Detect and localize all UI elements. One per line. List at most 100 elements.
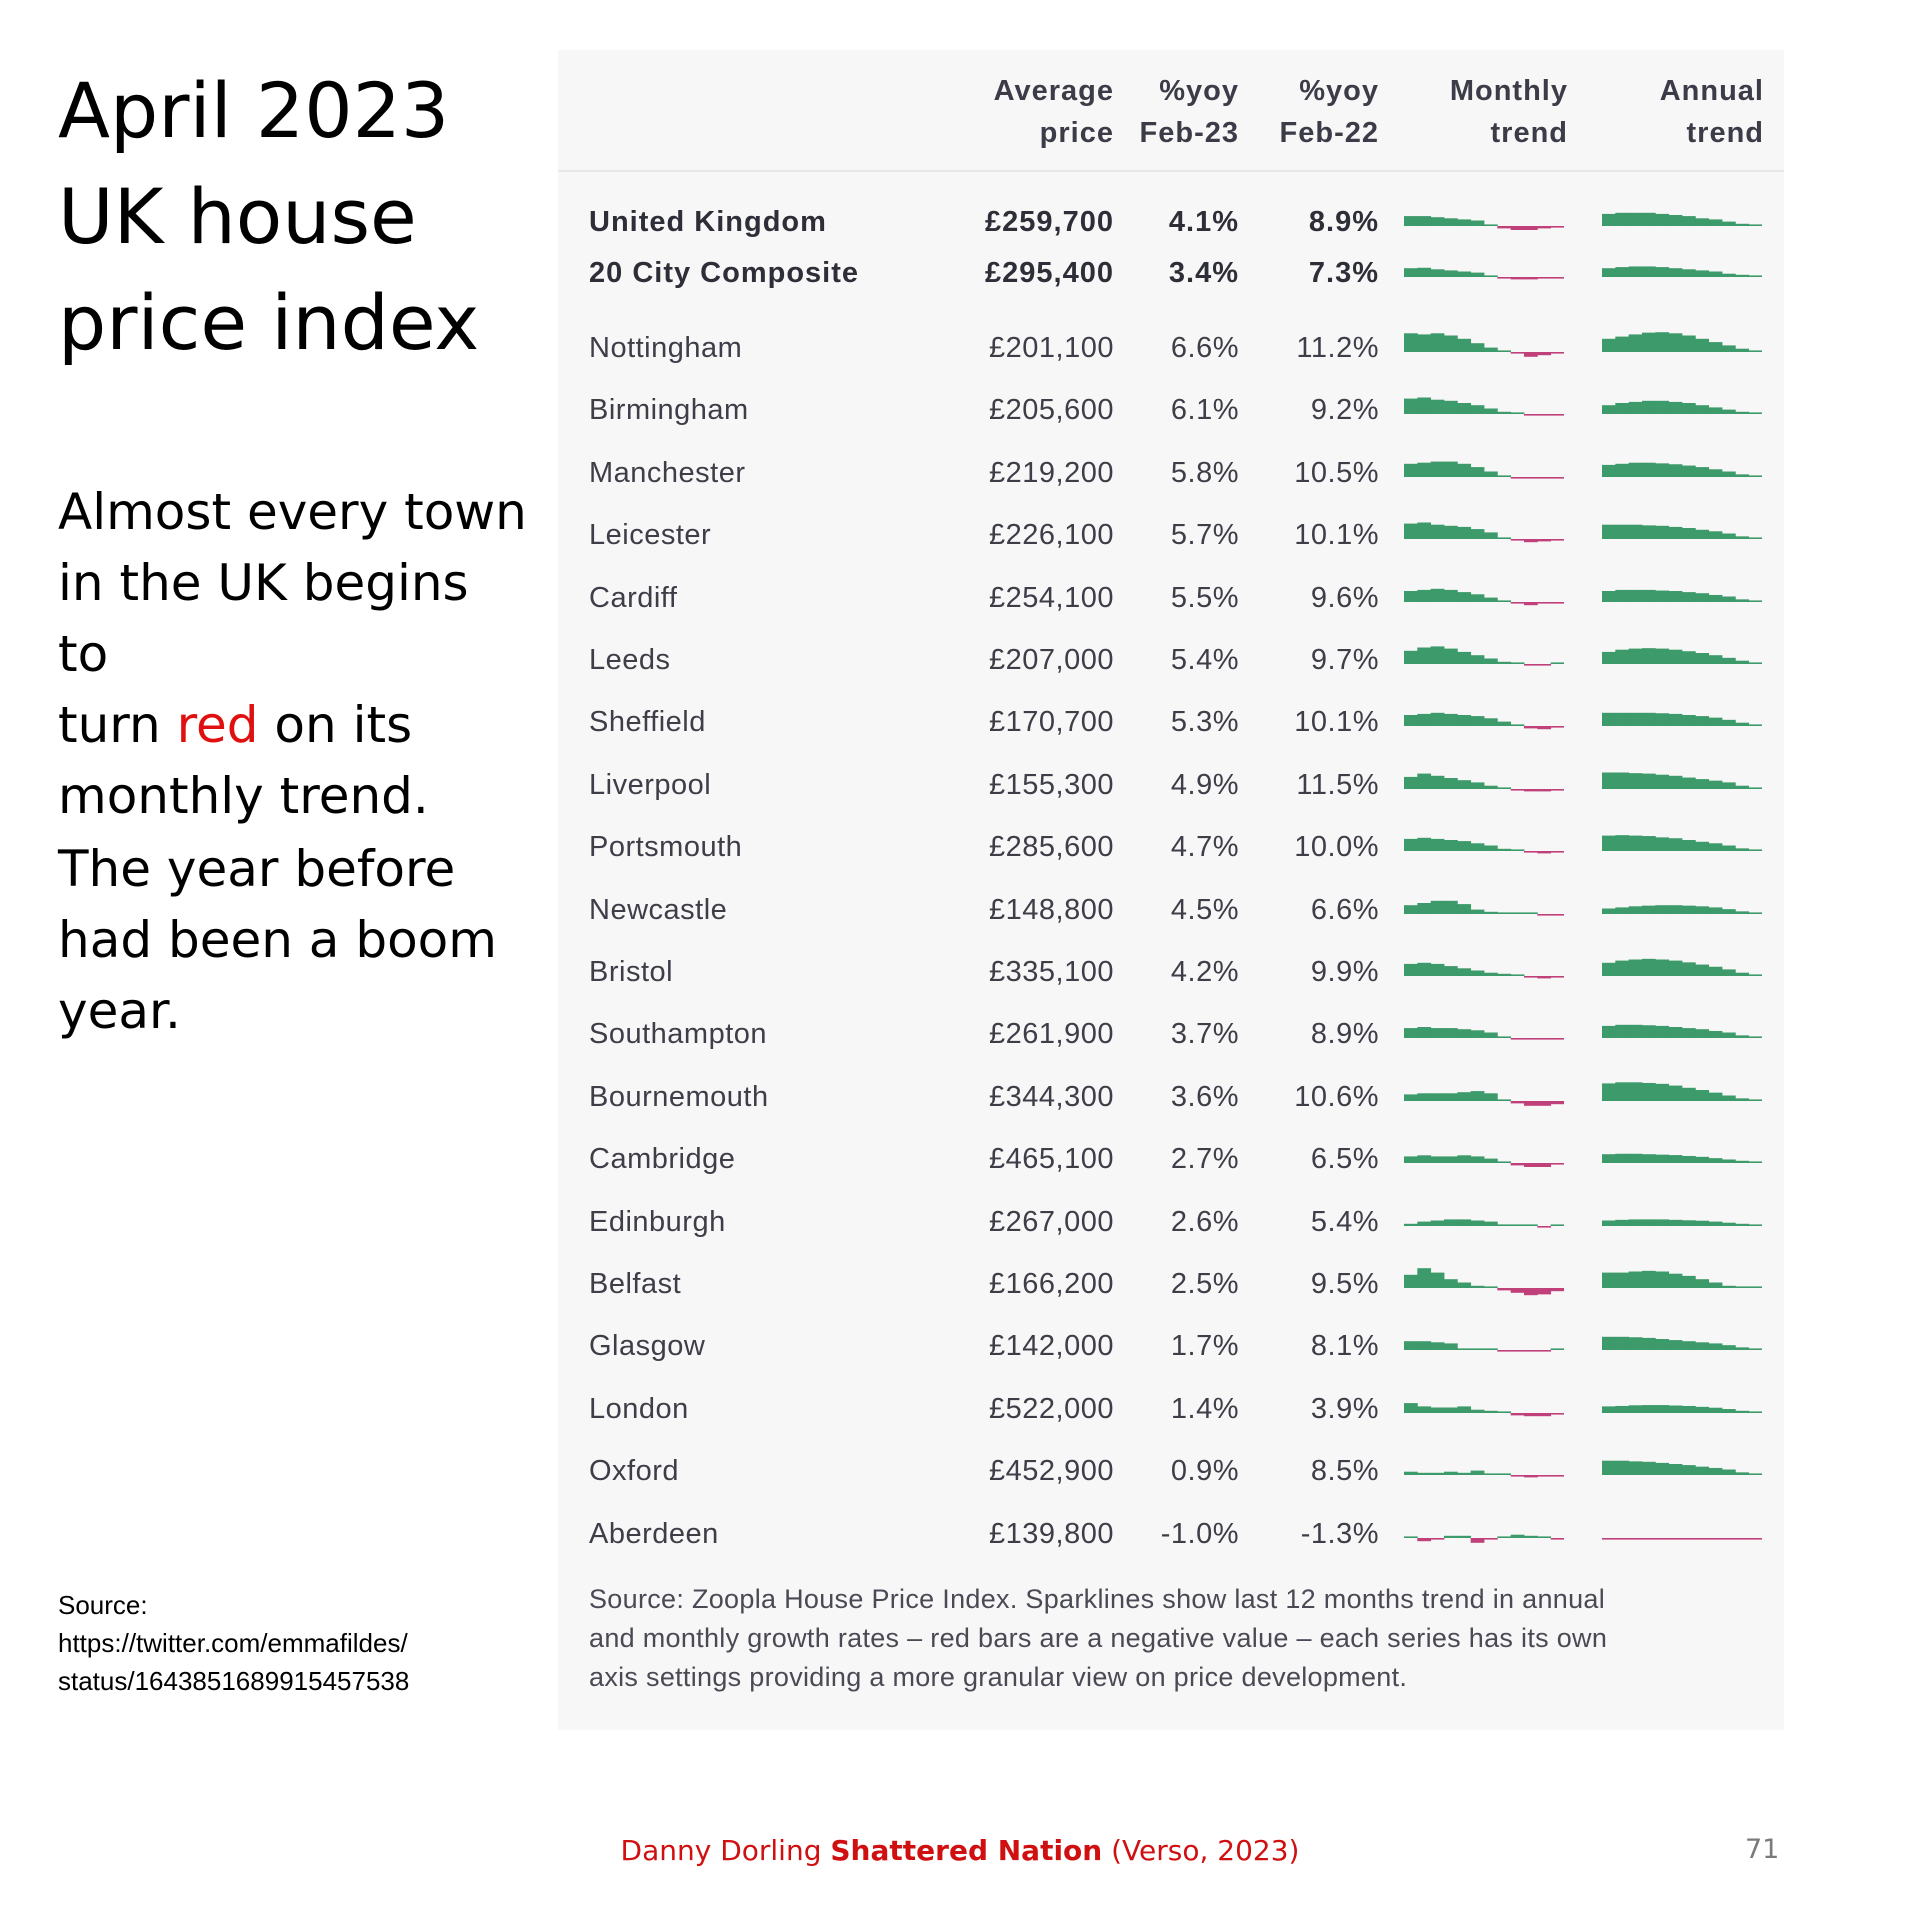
sparkline-bar bbox=[1668, 1219, 1683, 1226]
sparkline-bar bbox=[1537, 664, 1552, 666]
yoy-feb23: 1.7% bbox=[1170, 1330, 1239, 1363]
sparkline-bar bbox=[1682, 1537, 1696, 1540]
sparkline-bar bbox=[1722, 969, 1736, 976]
annual-trend-sparkline bbox=[1602, 1082, 1762, 1101]
sparkline-bar bbox=[1615, 1025, 1630, 1039]
sparkline-bar bbox=[1457, 463, 1472, 477]
sparkline-bar bbox=[1615, 463, 1630, 477]
yoy-feb23: 3.6% bbox=[1170, 1080, 1239, 1113]
body-line: in the UK begins to bbox=[58, 554, 469, 683]
sparkline-bar bbox=[1602, 713, 1616, 727]
annual-trend-sparkline bbox=[1602, 1404, 1762, 1413]
sparkline-bar bbox=[1708, 1092, 1723, 1101]
annual-trend-sparkline bbox=[1602, 524, 1762, 540]
sparkline-bar bbox=[1510, 412, 1525, 415]
sparkline-bar bbox=[1615, 336, 1630, 352]
sparkline-bar bbox=[1404, 1402, 1418, 1413]
sparkline-bar bbox=[1708, 1031, 1723, 1039]
sparkline-bar bbox=[1615, 835, 1630, 852]
sparkline-bar bbox=[1537, 539, 1552, 542]
annual-trend-sparkline bbox=[1602, 835, 1762, 852]
header-line: %yoy bbox=[1159, 75, 1239, 107]
sparkline-bar bbox=[1510, 1350, 1525, 1352]
sparkline-bar bbox=[1457, 841, 1472, 852]
title-line: UK house bbox=[58, 172, 417, 261]
yoy-feb23: 4.5% bbox=[1170, 893, 1239, 926]
sparkline-bar bbox=[1510, 1475, 1525, 1477]
sparkline-bar bbox=[1708, 1221, 1723, 1226]
sparkline-bar bbox=[1695, 964, 1710, 976]
sparkline-bar bbox=[1457, 527, 1472, 540]
sparkline-bar bbox=[1550, 277, 1564, 279]
sparkline-bar bbox=[1470, 843, 1485, 852]
table-row: Leicester £226,100 5.7% 10.1% bbox=[558, 505, 1784, 565]
sparkline-bar bbox=[1444, 648, 1458, 664]
sparkline-bar bbox=[1550, 1288, 1564, 1292]
yoy-feb23: 2.6% bbox=[1170, 1205, 1239, 1238]
table-row: Leeds £207,000 5.4% 9.7% bbox=[558, 630, 1784, 690]
sparkline-bar bbox=[1695, 1089, 1710, 1101]
average-price: £139,800 bbox=[989, 1517, 1114, 1550]
sparkline-bar bbox=[1457, 1406, 1472, 1413]
sparkline-bar bbox=[1417, 1268, 1432, 1288]
average-price: £148,800 bbox=[989, 893, 1114, 926]
sparkline-bar bbox=[1695, 1537, 1710, 1540]
sparkline-bar bbox=[1457, 779, 1472, 789]
sparkline-bar bbox=[1444, 1028, 1458, 1039]
sparkline-bar bbox=[1682, 403, 1696, 415]
sparkline-bar bbox=[1748, 350, 1762, 352]
annual-trend-sparkline bbox=[1602, 1537, 1762, 1540]
annual-trend-sparkline bbox=[1602, 462, 1762, 477]
body-line: monthly trend. bbox=[58, 767, 429, 825]
sparkline-bar bbox=[1642, 1025, 1656, 1039]
yoy-feb23: 4.2% bbox=[1170, 956, 1239, 988]
average-price: £259,700 bbox=[985, 206, 1114, 238]
sparkline-bar bbox=[1470, 909, 1485, 914]
sparkline-bar bbox=[1668, 464, 1683, 477]
sparkline-bar bbox=[1602, 772, 1616, 789]
yoy-feb22: 9.9% bbox=[1310, 956, 1379, 988]
sparkline-bar bbox=[1430, 1272, 1445, 1288]
sparkline-bar bbox=[1470, 1470, 1485, 1476]
sparkline-bar bbox=[1417, 589, 1432, 602]
sparkline-bar bbox=[1642, 1404, 1656, 1413]
monthly-trend-sparkline bbox=[1404, 837, 1564, 854]
sparkline-bar bbox=[1602, 590, 1616, 602]
sparkline-bar bbox=[1735, 660, 1750, 664]
body-word: on its bbox=[258, 696, 413, 754]
sparkline-bar bbox=[1722, 345, 1736, 352]
body-paragraph-2: The year before had been a boom year. bbox=[58, 834, 528, 1047]
sparkline-bar bbox=[1655, 774, 1670, 789]
sparkline-bar bbox=[1430, 400, 1445, 415]
sparkline-bar bbox=[1602, 268, 1616, 277]
region-name: Portsmouth bbox=[589, 831, 743, 864]
annual-trend-sparkline bbox=[1602, 1025, 1762, 1039]
sparkline-bar bbox=[1682, 465, 1696, 477]
sparkline-bar bbox=[1602, 1406, 1616, 1413]
table-row: Cambridge £465,100 2.7% 6.5% bbox=[558, 1129, 1784, 1189]
table-row: Newcastle £148,800 4.5% 6.6% bbox=[558, 880, 1784, 940]
sparkline-bar bbox=[1682, 715, 1696, 727]
sparkline-bar bbox=[1550, 726, 1564, 728]
sparkline-bar bbox=[1470, 970, 1485, 976]
sparkline-bar bbox=[1722, 1095, 1736, 1101]
region-name: Aberdeen bbox=[589, 1517, 719, 1550]
sparkline-bar bbox=[1735, 1160, 1750, 1164]
sparkline-bar bbox=[1615, 1337, 1630, 1351]
sparkline-bar bbox=[1682, 1275, 1696, 1288]
sparkline-bar bbox=[1615, 649, 1630, 664]
sparkline-bar bbox=[1404, 1028, 1418, 1039]
sparkline-bar bbox=[1615, 524, 1630, 540]
sparkline-bar bbox=[1655, 1026, 1670, 1039]
sparkline-bar bbox=[1655, 904, 1670, 914]
average-price: £207,000 bbox=[989, 644, 1114, 676]
sparkline-bar bbox=[1417, 216, 1432, 226]
sparkline-bar bbox=[1524, 851, 1538, 853]
monthly-trend-sparkline bbox=[1404, 216, 1564, 230]
yoy-feb22: 9.2% bbox=[1310, 394, 1379, 427]
sparkline-bar bbox=[1628, 1461, 1643, 1476]
sparkline-bar bbox=[1642, 648, 1656, 664]
sparkline-bar bbox=[1444, 777, 1458, 789]
yoy-feb22: 6.5% bbox=[1310, 1143, 1379, 1176]
sparkline-bar bbox=[1628, 462, 1643, 477]
